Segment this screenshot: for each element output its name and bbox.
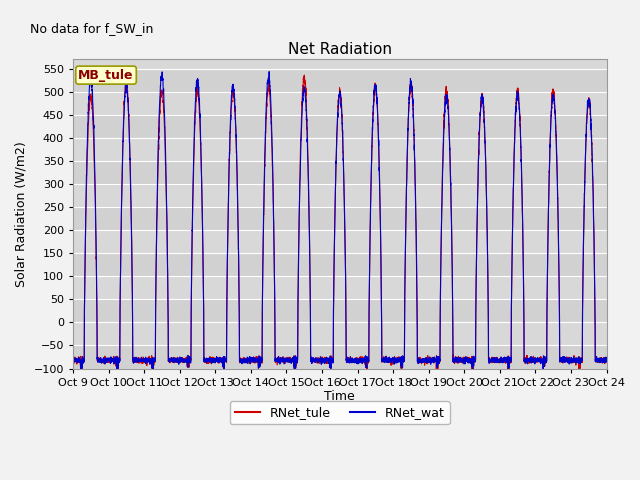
RNet_wat <box>266 69 273 74</box>
RNet_tule <box>460 358 467 363</box>
RNet_wat <box>490 358 497 363</box>
Bar <box>73 115 607 138</box>
Line: RNet_wat: RNet_wat <box>73 72 607 369</box>
RNet_tule <box>430 357 438 362</box>
Y-axis label: Solar Radiation (W/m2): Solar Radiation (W/m2) <box>15 141 28 287</box>
RNet_wat <box>430 356 438 362</box>
Title: Net Radiation: Net Radiation <box>288 42 392 57</box>
RNet_tule <box>301 72 308 78</box>
RNet_wat <box>460 359 467 364</box>
Bar <box>73 346 607 369</box>
RNet_tule <box>603 358 611 363</box>
RNet_wat <box>469 366 477 372</box>
Text: No data for f_SW_in: No data for f_SW_in <box>30 22 154 35</box>
Bar <box>73 161 607 184</box>
RNet_tule <box>490 358 497 363</box>
RNet_wat <box>320 358 328 363</box>
X-axis label: Time: Time <box>324 390 355 403</box>
RNet_tule <box>165 359 173 364</box>
RNet_tule <box>434 367 442 372</box>
RNet_wat <box>602 354 610 360</box>
Text: MB_tule: MB_tule <box>78 69 134 82</box>
RNet_tule <box>602 358 610 363</box>
Bar <box>73 69 607 92</box>
Bar <box>73 253 607 276</box>
Bar <box>73 300 607 323</box>
RNet_tule <box>320 357 328 362</box>
Bar <box>73 207 607 230</box>
Legend: RNet_tule, RNet_wat: RNet_tule, RNet_wat <box>230 401 449 424</box>
RNet_wat <box>603 358 611 363</box>
Line: RNet_tule: RNet_tule <box>73 75 607 370</box>
RNet_tule <box>69 359 77 365</box>
RNet_wat <box>69 359 77 365</box>
RNet_wat <box>165 355 173 361</box>
